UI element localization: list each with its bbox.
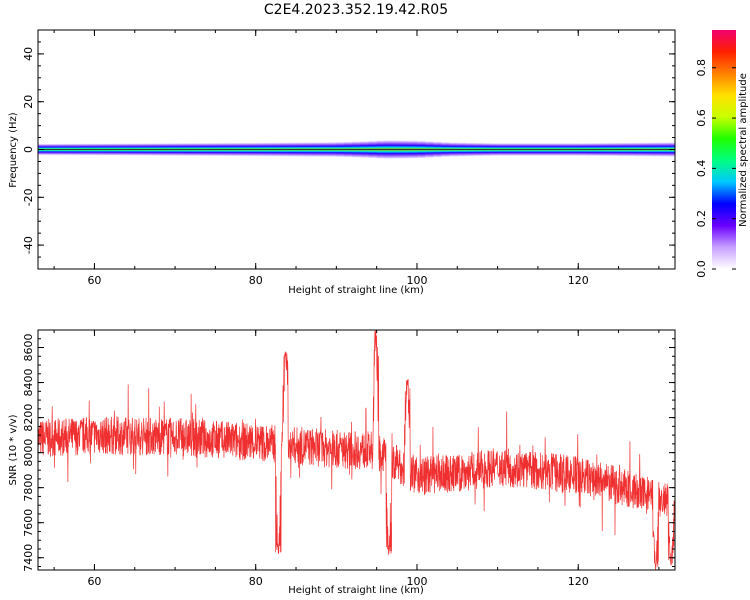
x-tick-label: 100 <box>406 274 427 287</box>
spectrogram-y-label: Frequency (Hz) <box>8 112 19 188</box>
x-tick-label: 80 <box>249 274 263 287</box>
y-tick-label: 7600 <box>22 509 35 537</box>
colorbar-tick-label: 0.2 <box>695 210 708 228</box>
snr-x-label: Height of straight line (km) <box>288 585 424 596</box>
y-tick-label: 8400 <box>22 369 35 397</box>
snr-plot-area <box>38 330 675 570</box>
y-tick-label: 40 <box>22 47 35 61</box>
spectrogram-panel: 60 80 100 120 -40 -20 0 20 40 Height of straight… <box>8 29 676 296</box>
spectrogram-x-label: Height of straight line (km) <box>288 285 424 296</box>
x-tick-label: 60 <box>87 274 101 287</box>
x-tick-label: 100 <box>406 575 427 588</box>
colorbar-tick-label: 0.6 <box>695 109 708 127</box>
colorbar-ticks: 0.0 0.2 0.4 0.6 0.8 <box>695 59 736 278</box>
snr-panel: 60 80 100 120 7400 7600 7800 8000 8200 8400 8600 H… <box>8 329 676 596</box>
y-tick-label: 20 <box>22 95 35 109</box>
colorbar-tick-label: 0.8 <box>695 59 708 77</box>
y-tick-label: -40 <box>22 236 35 254</box>
x-tick-label: 60 <box>87 575 101 588</box>
x-tick-label: 120 <box>568 575 589 588</box>
y-tick-label: 8200 <box>22 404 35 432</box>
y-tick-label: -20 <box>22 188 35 206</box>
colorbar-label: Normalized spectral amplitude <box>738 73 749 227</box>
snr-ticks: 60 80 100 120 7400 7600 7800 8000 8200 8400 8600 <box>22 329 675 588</box>
y-tick-label: 7800 <box>22 474 35 502</box>
x-tick-label: 80 <box>249 575 263 588</box>
figure-title: C2E4.2023.352.19.42.R05 <box>264 2 448 18</box>
y-tick-label: 7400 <box>22 544 35 572</box>
colorbar-tick-label: 0.0 <box>695 260 708 278</box>
y-tick-label: 8000 <box>22 439 35 467</box>
x-tick-label: 120 <box>568 274 589 287</box>
y-tick-label: 8600 <box>22 334 35 362</box>
spectrogram-heatmap <box>38 139 675 160</box>
snr-series-line <box>38 330 675 570</box>
colorbar-gradient <box>712 30 736 269</box>
colorbar-tick-label: 0.4 <box>695 160 708 178</box>
snr-y-label: SNR (10 * v/v) <box>8 414 19 485</box>
colorbar: 0.0 0.2 0.4 0.6 0.8 Normalized spectral ampl… <box>695 30 749 278</box>
y-tick-label: 0 <box>22 146 35 153</box>
snr-frame <box>37 329 676 571</box>
spectrogram-ticks: 60 80 100 120 -40 -20 0 20 40 <box>22 29 675 287</box>
